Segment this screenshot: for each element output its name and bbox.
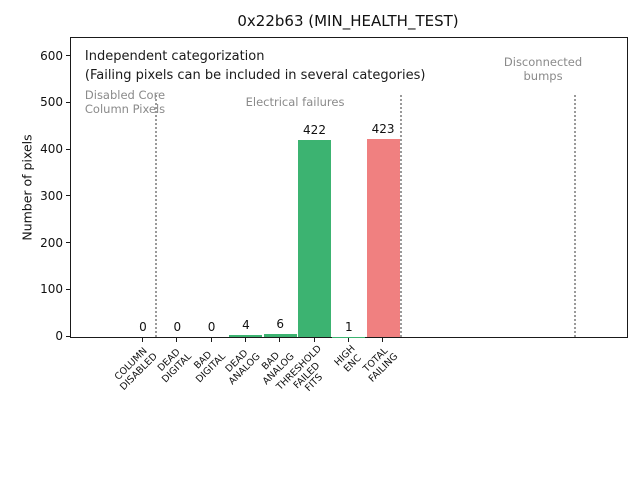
x-tick-mark (279, 338, 281, 342)
y-tick-mark (66, 242, 70, 244)
chart-annotation: Disabled Core Column Pixels (84, 88, 166, 117)
bar-value-label: 0 (207, 320, 216, 334)
y-tick-label: 100 (40, 282, 63, 297)
y-tick-label: 300 (40, 188, 63, 203)
x-tick-mark (382, 338, 384, 342)
bar-value-label: 422 (303, 122, 326, 137)
section-separator-line (155, 94, 158, 337)
y-tick-label: 200 (40, 235, 63, 250)
y-tick-mark (66, 55, 70, 57)
x-tick-mark (176, 338, 178, 342)
bar (298, 139, 331, 337)
y-tick-label: 400 (40, 142, 63, 157)
bar (263, 334, 297, 337)
y-tick-mark (66, 195, 70, 197)
y-tick-mark (66, 335, 70, 337)
y-tick-mark (66, 288, 70, 290)
x-tick-mark (210, 338, 212, 342)
x-tick-mark (244, 338, 246, 342)
section-separator-line (400, 94, 403, 337)
chart-title: 0x22b63 (MIN_HEALTH_TEST) (237, 12, 459, 30)
y-tick-label: 500 (40, 95, 63, 110)
y-tick-label: 0 (55, 329, 63, 343)
chart-annotation: (Failing pixels can be included in sever… (84, 67, 426, 83)
bar-value-label: 4 (242, 318, 250, 333)
y-tick-mark (66, 101, 70, 103)
bar-value-label: 1 (344, 319, 353, 334)
bar (366, 139, 400, 337)
y-tick-label: 600 (40, 48, 63, 63)
x-tick-mark (347, 338, 349, 342)
chart-annotation: Independent categorization (84, 48, 265, 64)
chart-annotation: Disconnected bumps (503, 55, 583, 84)
bar-value-label: 0 (139, 320, 147, 334)
x-tick-label: BAD DIGITAL (192, 349, 229, 385)
x-tick-label: COLUMN DISABLED (112, 345, 160, 393)
bar-value-label: 0 (173, 320, 182, 334)
chart-annotation: Electrical failures (245, 94, 345, 109)
bar (229, 335, 263, 337)
x-tick-label: TOTAL FAILING (360, 345, 400, 385)
y-tick-mark (66, 148, 70, 150)
plot-area: 0 0 0 4 6 422 1 423 Independent categorization (F… (70, 37, 628, 338)
bar-value-label: 423 (371, 122, 395, 137)
x-tick-label: DEAD ANALOG (223, 347, 263, 387)
x-tick-mark (142, 338, 143, 342)
x-tick-mark (313, 338, 315, 342)
bar-value-label: 6 (276, 317, 284, 332)
x-tick-label: DEAD DIGITAL (155, 346, 194, 385)
section-separator-line (573, 94, 576, 337)
